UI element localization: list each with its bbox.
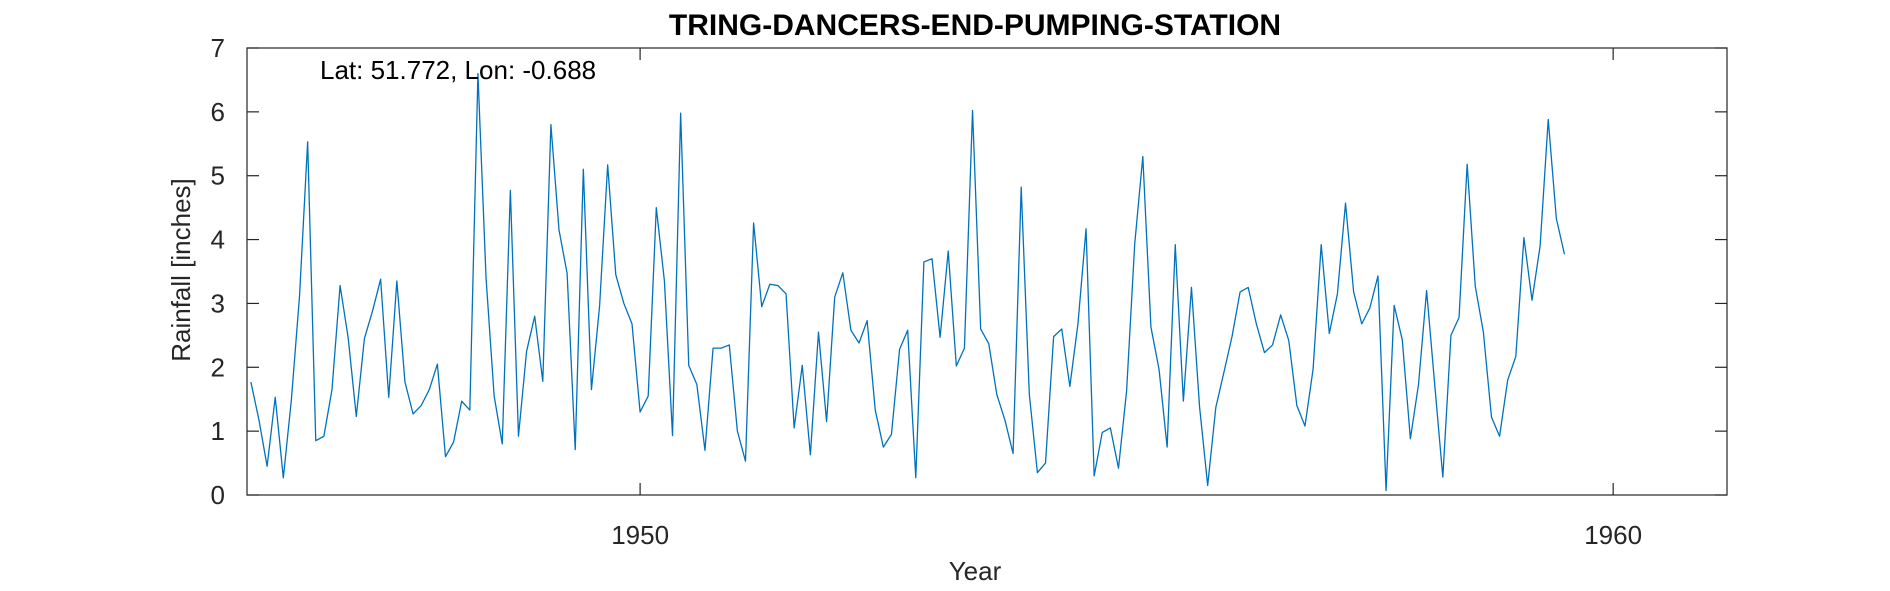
x-tick-label: 1960 [1584,520,1642,550]
plot-axes [246,47,1728,496]
y-tick-label: 1 [211,416,225,446]
x-tick-label: 1950 [611,520,669,550]
y-tick-label: 5 [211,161,225,191]
y-tick-label: 6 [211,97,225,127]
axis-ticks: 0 1 2 3 4 5 6 7 1950 1960 [211,33,1727,550]
rainfall-series-line [250,72,1566,492]
location-annotation: Lat: 51.772, Lon: -0.688 [320,55,596,85]
chart-title: TRING-DANCERS-END-PUMPING-STATION [669,9,1281,42]
y-tick-label: 7 [211,33,225,63]
x-axis-label: Year [949,556,1002,586]
y-tick-label: 4 [211,225,225,255]
y-axis-label: Rainfall [inches] [166,178,196,362]
y-tick-label: 0 [211,480,225,510]
y-tick-label: 3 [211,288,225,318]
plot-box [246,47,1728,496]
y-tick-label: 2 [211,352,225,382]
series-group [250,72,1566,492]
